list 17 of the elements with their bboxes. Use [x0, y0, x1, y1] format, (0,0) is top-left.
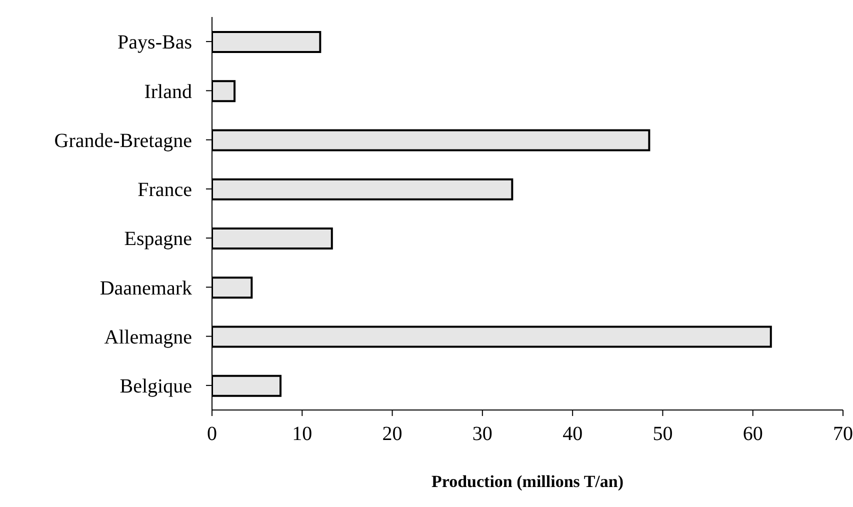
x-axis-title: Production (millions T/an)	[431, 472, 624, 491]
y-tick-label: Grande-Bretagne	[54, 130, 192, 152]
x-tick-label: 20	[382, 423, 402, 446]
x-tick-label: 10	[292, 423, 312, 446]
y-tick-label: France	[138, 179, 192, 202]
x-tick-label: 0	[207, 423, 217, 446]
y-tick-label: Daanemark	[100, 277, 192, 300]
x-tick-label: 40	[562, 423, 583, 446]
y-tick-label: Belgique	[120, 376, 192, 398]
x-tick-label: 70	[833, 423, 853, 446]
y-tick-label: Allemagne	[104, 326, 192, 348]
x-tick-label: 50	[652, 423, 673, 446]
y-tick-label: Pays-Bas	[118, 32, 192, 54]
x-tick-label: 60	[742, 423, 763, 446]
y-tick-label: Espagne	[124, 228, 192, 250]
x-tick-label: 30	[472, 423, 492, 446]
y-tick-label: Irland	[144, 80, 192, 103]
